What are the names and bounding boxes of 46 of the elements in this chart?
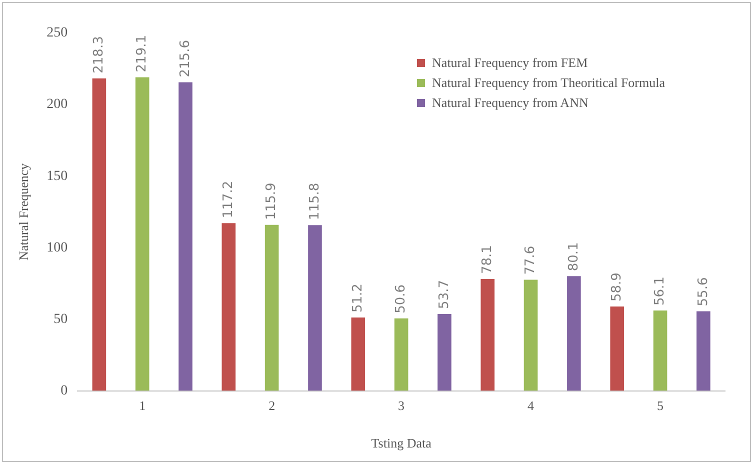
bar (653, 310, 668, 391)
y-tick-label: 50 (54, 312, 68, 327)
data-label: 218.3 (92, 36, 107, 74)
y-tick-label: 100 (46, 240, 68, 256)
bar (610, 306, 624, 391)
data-label: 219.1 (134, 35, 150, 72)
bar (438, 314, 452, 391)
bar (351, 318, 366, 391)
data-label: 58.9 (609, 272, 624, 302)
bar (264, 224, 279, 391)
bar (480, 279, 495, 391)
x-tick-label: 4 (528, 398, 535, 414)
data-label: 78.1 (480, 245, 495, 274)
y-tick-label: 0 (60, 383, 68, 398)
data-label: 50.6 (394, 284, 409, 314)
data-label: 53.7 (436, 280, 452, 309)
data-label: 55.6 (696, 277, 711, 306)
bar (394, 318, 408, 391)
x-tick-label: 1 (139, 398, 146, 414)
bar (308, 225, 322, 391)
legend-label: Natural Frequency from ANN (432, 95, 588, 110)
data-label: 117.2 (221, 180, 236, 218)
x-tick-label: 2 (268, 398, 276, 414)
bar (135, 77, 150, 391)
data-label: 115.8 (307, 182, 322, 220)
data-label: 51.2 (350, 284, 366, 313)
bar (178, 82, 192, 391)
legend-label: Natural Frequency from Theoritical Formula (432, 75, 665, 90)
x-axis-title: Tsting Data (371, 436, 432, 451)
y-tick-label: 150 (46, 168, 68, 184)
bar (567, 276, 581, 391)
x-tick-label: 3 (398, 398, 405, 414)
data-label: 80.1 (566, 242, 582, 272)
x-tick-label: 5 (657, 398, 664, 414)
data-label: 115.9 (264, 182, 280, 220)
y-axis-title: Natural Frequency (16, 162, 32, 260)
legend-label: Natural Frequency from FEM (432, 55, 588, 70)
data-label: 215.6 (178, 40, 193, 78)
data-label: 77.6 (523, 246, 538, 275)
y-tick-label: 250 (46, 26, 68, 41)
y-tick-label: 200 (46, 97, 68, 112)
bar (524, 280, 538, 391)
bar (92, 78, 106, 391)
bar (696, 311, 710, 391)
bar (222, 223, 236, 391)
data-label: 56.1 (652, 276, 668, 306)
